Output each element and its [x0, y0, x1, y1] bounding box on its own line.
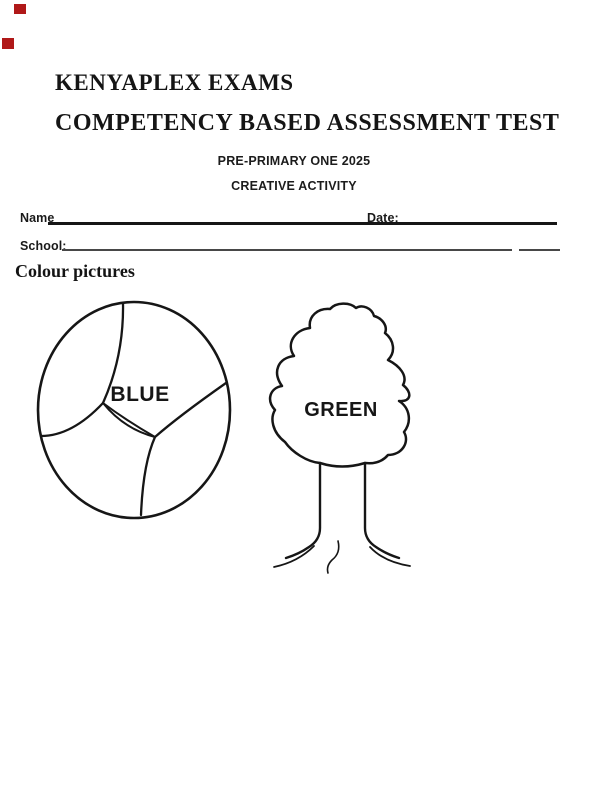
tree-trunk-right — [363, 461, 401, 560]
date-label: Date: — [367, 211, 399, 225]
tree-root-center — [326, 540, 340, 574]
grade-level: PRE-PRIMARY ONE 2025 — [217, 154, 371, 168]
name-blank-line — [48, 222, 557, 225]
tree-drawing: GREEN — [268, 302, 411, 574]
ball-outline — [36, 300, 232, 520]
ball-seam-double-upper — [102, 402, 156, 438]
ball-drawing: BLUE — [36, 300, 232, 520]
exam-board-title: KENYAPLEX EXAMS — [55, 70, 294, 95]
scan-mark-top — [14, 4, 26, 14]
name-label: Name — [20, 211, 55, 225]
subject-title: CREATIVE ACTIVITY — [231, 179, 357, 193]
ball-colour-label: BLUE — [110, 383, 169, 406]
tree-crown-outline — [268, 302, 411, 468]
school-row: School: — [0, 237, 612, 255]
ball-figure: BLUE — [30, 298, 240, 528]
tree-figure: GREEN — [262, 300, 414, 580]
ball-seam-top — [101, 301, 125, 405]
exam-title: COMPETENCY BASED ASSESSMENT TEST — [55, 110, 560, 136]
ball-seam-left — [39, 401, 105, 438]
school-label: School: — [20, 239, 67, 253]
school-blank-line-end — [519, 249, 560, 251]
instruction-heading: Colour pictures — [15, 261, 135, 281]
name-date-row: Name Date: — [0, 209, 612, 227]
tree-root-outer-right — [369, 546, 411, 567]
school-blank-line — [62, 249, 512, 251]
tree-trunk-left — [284, 461, 322, 560]
scan-mark-left — [2, 38, 14, 49]
tree-root-outer-left — [273, 545, 315, 568]
tree-colour-label: GREEN — [304, 399, 378, 421]
ball-seam-right — [139, 381, 228, 517]
ball-seam-double-lower — [102, 402, 156, 438]
